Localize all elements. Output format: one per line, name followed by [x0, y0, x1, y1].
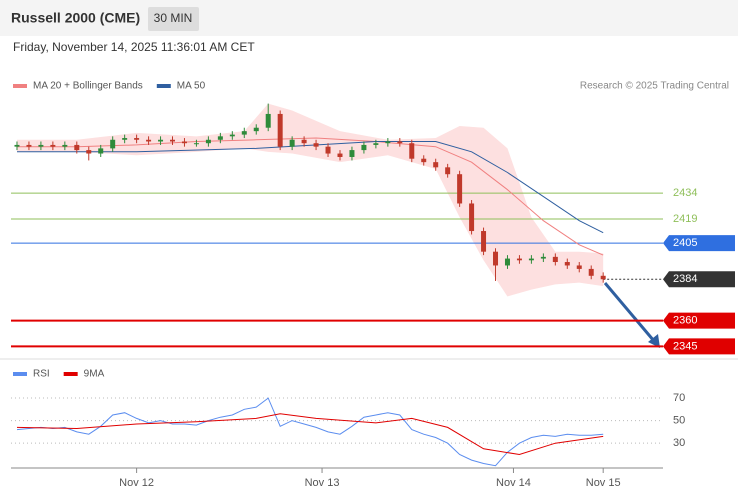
- forecast-arrowhead: [648, 334, 660, 348]
- level-label: 2405: [673, 237, 697, 249]
- x-tick-label: Nov 15: [586, 477, 621, 489]
- level-label: 2360: [673, 314, 697, 326]
- candle-body: [181, 141, 187, 144]
- legend-label: MA 50: [177, 81, 206, 92]
- candle-body: [397, 141, 403, 144]
- candle-body: [600, 275, 606, 280]
- candle-body: [122, 138, 128, 140]
- candle-body: [86, 150, 92, 154]
- candle-body: [241, 131, 247, 135]
- bollinger-band: [16, 103, 604, 297]
- candle-body: [588, 268, 594, 276]
- indicator-line: [16, 397, 604, 467]
- candle-body: [98, 148, 104, 154]
- candle-body: [170, 139, 176, 142]
- level-label: 2345: [673, 340, 697, 352]
- candle-body: [74, 144, 80, 151]
- candle-body: [481, 231, 487, 252]
- candle-body: [361, 144, 367, 151]
- candle-body: [26, 144, 32, 147]
- legend-swatch: [63, 372, 78, 376]
- candle-body: [134, 138, 140, 140]
- candle-body: [313, 143, 319, 147]
- level-tag: [663, 338, 735, 355]
- level-tag: [663, 235, 735, 252]
- candle-body: [528, 258, 534, 261]
- candle-body: [469, 203, 475, 232]
- y-tick-label: 30: [673, 437, 685, 449]
- level-label: 2434: [673, 187, 697, 199]
- candle-body: [193, 143, 199, 145]
- forecast-arrow: [603, 282, 656, 342]
- x-tick-label: Nov 13: [305, 477, 340, 489]
- x-tick-label: Nov 14: [496, 477, 531, 489]
- legend-swatch: [13, 84, 27, 88]
- candle-body: [205, 139, 211, 144]
- candle-body: [504, 258, 510, 266]
- candle-body: [516, 258, 522, 261]
- candle-body: [158, 139, 164, 142]
- timestamp: Friday, November 14, 2025 11:36:01 AM CE…: [13, 40, 255, 54]
- y-tick-label: 70: [673, 392, 685, 404]
- candle-body: [433, 162, 439, 168]
- candle-body: [421, 158, 427, 163]
- candle-body: [373, 143, 379, 145]
- header-bar: [0, 0, 738, 36]
- candle-body: [253, 127, 259, 132]
- candle-body: [445, 167, 451, 175]
- candle-body: [110, 139, 116, 149]
- legend-label: MA 20 + Bollinger Bands: [33, 81, 143, 92]
- candle-body: [564, 262, 570, 266]
- legend-swatch: [13, 372, 27, 376]
- legend-swatch: [156, 84, 171, 88]
- candle-body: [38, 144, 44, 147]
- candle-body: [277, 113, 283, 147]
- candle-body: [349, 150, 355, 157]
- level-tag: [663, 271, 735, 288]
- legend-label: RSI: [33, 369, 50, 380]
- candle-body: [146, 139, 152, 142]
- interval-badge: [148, 7, 199, 31]
- candle-body: [14, 144, 20, 147]
- x-tick-label: Nov 12: [119, 477, 154, 489]
- candle-body: [229, 134, 235, 137]
- candle-body: [289, 139, 295, 147]
- candle-body: [301, 139, 307, 144]
- ma-line: [17, 141, 604, 234]
- level-tag: [663, 312, 735, 329]
- title: Russell 2000 (CME): [11, 10, 140, 26]
- candle-body: [540, 256, 546, 259]
- candle-body: [493, 251, 499, 266]
- level-label: 2384: [673, 273, 697, 285]
- credit: Research © 2025 Trading Central: [580, 81, 729, 92]
- interval: 30 MIN: [154, 11, 193, 25]
- candle-body: [409, 143, 415, 159]
- legend-label: 9MA: [84, 369, 105, 380]
- candle-body: [576, 265, 582, 269]
- candle-body: [50, 144, 56, 147]
- candle-body: [385, 141, 391, 144]
- candle-body: [337, 153, 343, 157]
- level-label: 2419: [673, 213, 697, 225]
- candle-body: [457, 174, 463, 204]
- candle-body: [62, 144, 68, 147]
- indicator-line: [16, 413, 604, 456]
- y-tick-label: 50: [673, 415, 685, 427]
- candle-body: [217, 136, 223, 140]
- candle-body: [265, 113, 271, 128]
- candle-body: [325, 146, 331, 154]
- candle-body: [552, 256, 558, 263]
